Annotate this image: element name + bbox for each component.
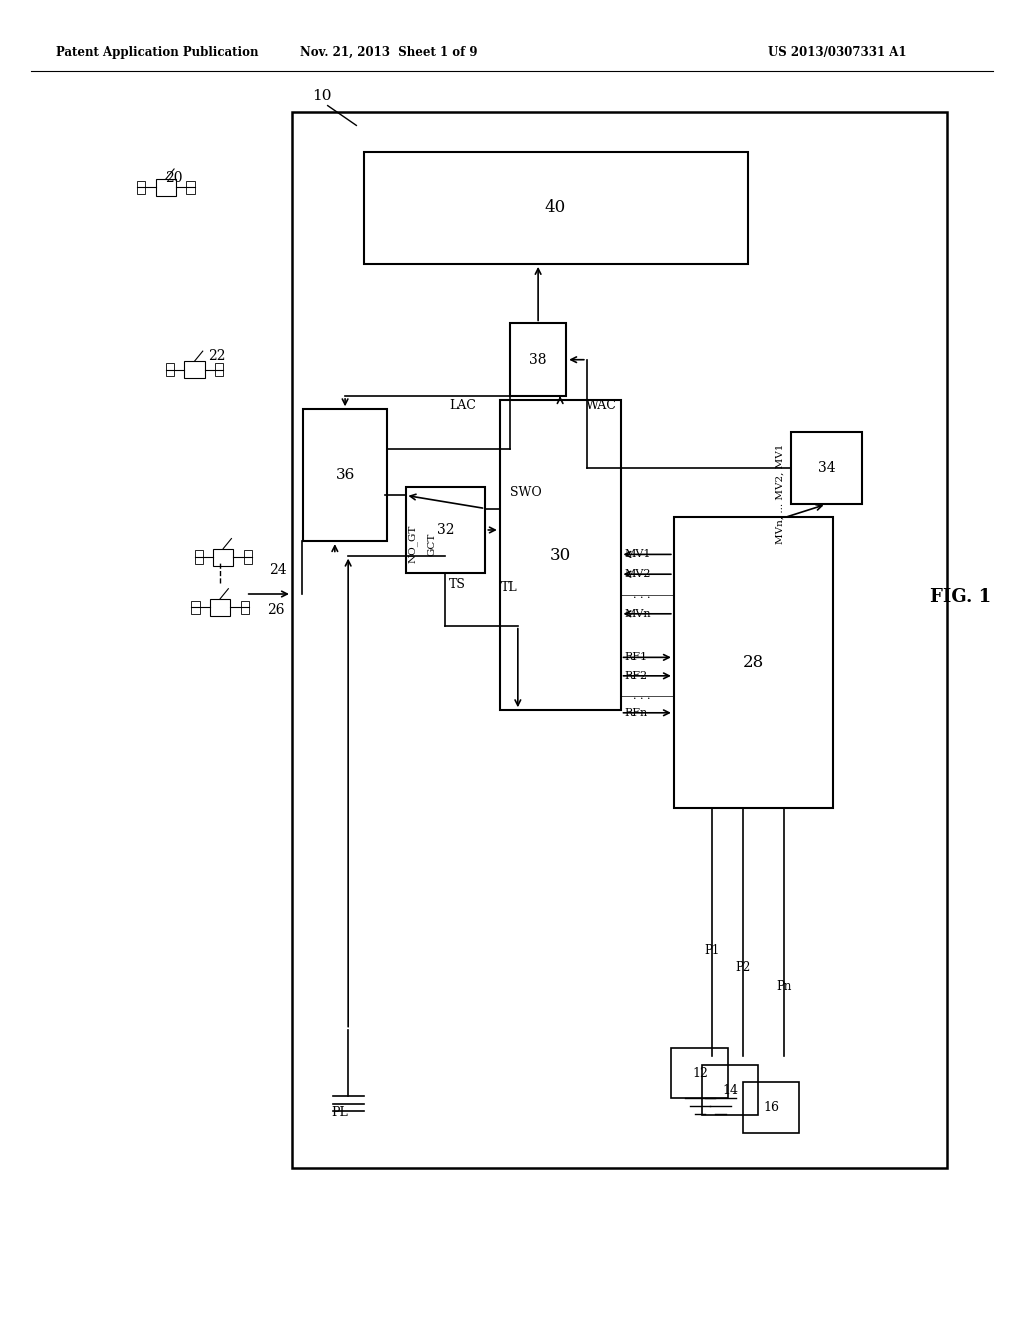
Text: 20: 20 [165,172,182,185]
Text: 34: 34 [817,461,836,475]
Text: 36: 36 [336,469,354,482]
Text: P1: P1 [705,944,720,957]
Bar [510,323,566,396]
Text: 12: 12 [692,1067,708,1080]
Text: 30: 30 [550,546,570,564]
Text: 38: 38 [529,352,547,367]
Text: Pn: Pn [776,979,792,993]
Text: 10: 10 [312,90,332,103]
Text: GCT: GCT [428,532,436,556]
Text: P2: P2 [735,961,751,974]
Text: SWO: SWO [510,486,542,499]
Text: TS: TS [450,578,466,591]
Text: 26: 26 [267,603,285,616]
Text: WAC: WAC [586,399,616,412]
Bar [702,1065,758,1115]
Text: TL: TL [501,581,517,594]
Text: US 2013/0307331 A1: US 2013/0307331 A1 [768,46,906,59]
Bar [303,409,387,541]
Text: 16: 16 [764,1101,779,1114]
Bar [743,1082,800,1133]
Bar [195,550,203,564]
Text: MVn, ... MV2, MV1: MVn, ... MV2, MV1 [776,444,784,544]
Bar [166,363,174,376]
Bar [244,550,252,564]
Text: MV1: MV1 [625,549,651,560]
Text: 22: 22 [208,350,225,363]
Bar [500,400,621,710]
Text: PL: PL [332,1106,348,1119]
Bar [406,487,485,573]
Bar [156,180,176,197]
Text: 32: 32 [436,523,455,537]
Bar [791,432,862,504]
Bar [184,362,205,379]
Bar [191,601,200,614]
Text: Nov. 21, 2013  Sheet 1 of 9: Nov. 21, 2013 Sheet 1 of 9 [300,46,478,59]
Text: MV2: MV2 [625,569,651,579]
Text: . . .: . . . [633,590,650,601]
Bar [241,601,249,614]
Text: Patent Application Publication: Patent Application Publication [56,46,259,59]
Bar [186,181,195,194]
Text: FIG. 1: FIG. 1 [930,587,991,606]
Text: 14: 14 [723,1084,738,1097]
Text: RF1: RF1 [625,652,648,663]
Bar [210,599,230,616]
Bar [213,549,233,566]
Text: . . .: . . . [633,690,650,701]
Bar [215,363,223,376]
Text: RFn: RFn [625,708,648,718]
Bar [364,152,748,264]
Bar [674,517,833,808]
Text: RF2: RF2 [625,671,648,681]
Text: 24: 24 [269,564,287,577]
Bar [292,112,947,1168]
Text: 40: 40 [545,199,566,216]
Bar [672,1048,728,1098]
Text: MVn: MVn [625,609,651,619]
Text: 28: 28 [742,655,764,671]
Text: NO_GT: NO_GT [408,524,418,564]
Text: LAC: LAC [450,399,476,412]
Bar [137,181,145,194]
